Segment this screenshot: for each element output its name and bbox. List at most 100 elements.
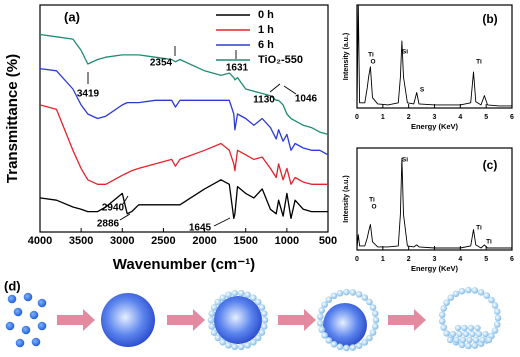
annotation: 2886 [97, 219, 120, 230]
shell-bead [452, 290, 460, 298]
shell-bead [361, 294, 369, 301]
panel-label: (d) [4, 278, 21, 293]
annotation: 1046 [295, 94, 318, 105]
annotation: 1631 [226, 63, 249, 74]
shell-bead [336, 289, 344, 297]
pile-bead [482, 330, 489, 338]
shell-bead [491, 327, 499, 334]
shell-bead [225, 291, 232, 299]
annotation: S [420, 87, 425, 94]
shell-bead [355, 342, 363, 350]
shell-bead [491, 302, 499, 309]
shell-bead [465, 342, 472, 350]
plot-frame [39, 4, 329, 233]
x-tick-label: 2 [407, 114, 411, 121]
x-tick-label: 2000 [192, 235, 216, 247]
x-tick-label: 3500 [69, 235, 93, 247]
panel-label: (a) [64, 9, 80, 24]
nanoparticle [15, 338, 25, 348]
legend-label: 1 h [258, 24, 274, 36]
x-axis-label: Energy (KeV) [411, 264, 459, 273]
shell-bead [458, 287, 466, 295]
x-tick-label: 0 [355, 114, 359, 121]
shell-bead [219, 294, 226, 302]
nanoparticle [37, 298, 47, 308]
process-arrow [388, 309, 426, 331]
shell-bead [493, 308, 501, 315]
core-sphere [323, 303, 367, 347]
pile-bead [459, 336, 467, 344]
x-tick-label: 0 [355, 256, 359, 263]
x-tick-label: 6 [510, 256, 514, 263]
series-line [356, 4, 512, 107]
shell-bead [316, 319, 324, 327]
series-line [39, 67, 329, 156]
pile-bead [454, 324, 462, 332]
x-tick-label: 4 [458, 114, 462, 121]
shell-bead [208, 310, 216, 317]
core-sphere [101, 293, 155, 347]
x-tick-label: 6 [510, 114, 514, 121]
x-tick-label: 1500 [233, 235, 257, 247]
annotation: 3419 [77, 89, 100, 100]
shell-bead [483, 292, 491, 299]
pile-bead [472, 336, 480, 344]
shell-bead [349, 344, 357, 351]
process-arrow [167, 309, 205, 331]
x-tick-label: 1 [381, 256, 385, 263]
shell-bead [366, 298, 373, 306]
shell-bead [325, 337, 333, 344]
shell-bead [261, 316, 269, 324]
shell-bead [343, 344, 350, 352]
x-axis-label: Energy (KeV) [411, 122, 459, 131]
nanoparticle [21, 325, 31, 335]
pile-bead [467, 324, 475, 332]
legend-label: 6 h [258, 39, 274, 51]
core-sphere [214, 296, 262, 344]
annotation: Si [402, 157, 408, 164]
nanoparticle [29, 310, 39, 320]
legend-label: 0 h [258, 9, 274, 21]
nanoparticle [31, 337, 41, 347]
shell-bead [493, 321, 501, 328]
shell-bead [316, 313, 324, 321]
shell-bead [219, 338, 226, 346]
shell-bead [371, 323, 379, 330]
shell-bead [318, 326, 325, 333]
annotation: Ti [369, 197, 375, 204]
shell-bead [258, 329, 266, 336]
x-tick-label: 1 [381, 114, 385, 121]
annotation-arrow [269, 83, 281, 93]
annotation-arrow [122, 195, 129, 205]
shell-bead [343, 288, 350, 296]
x-axis-label: Wavenumber (cm⁻¹) [113, 256, 255, 273]
shell-bead [440, 305, 447, 312]
shell-bead [471, 287, 479, 294]
shell-bead [260, 323, 268, 330]
x-tick-label: 1000 [275, 235, 299, 247]
shell-bead [330, 340, 338, 348]
shell-bead [237, 343, 245, 351]
nanoparticle [13, 307, 23, 317]
shell-bead [207, 316, 215, 324]
shell-bead [254, 334, 262, 342]
shell-bead [488, 296, 495, 304]
shell-bead [443, 299, 450, 306]
series-line [39, 179, 328, 220]
annotation: Ti [476, 225, 482, 232]
shell-bead [214, 334, 222, 342]
shell-bead [254, 298, 262, 306]
process-arrow [57, 309, 95, 331]
x-tick-label: 500 [319, 235, 337, 247]
annotation: Ti [486, 239, 492, 246]
shell-bead [369, 304, 377, 311]
annotation: 2354 [150, 58, 173, 69]
nanoparticle [7, 294, 17, 304]
y-axis-label: Transmittance (%) [4, 54, 21, 183]
pile-bead [466, 336, 473, 344]
pile-bead [485, 336, 493, 344]
annotation: Ti [476, 59, 482, 66]
shell-bead [443, 330, 450, 337]
shell-bead [438, 311, 446, 319]
